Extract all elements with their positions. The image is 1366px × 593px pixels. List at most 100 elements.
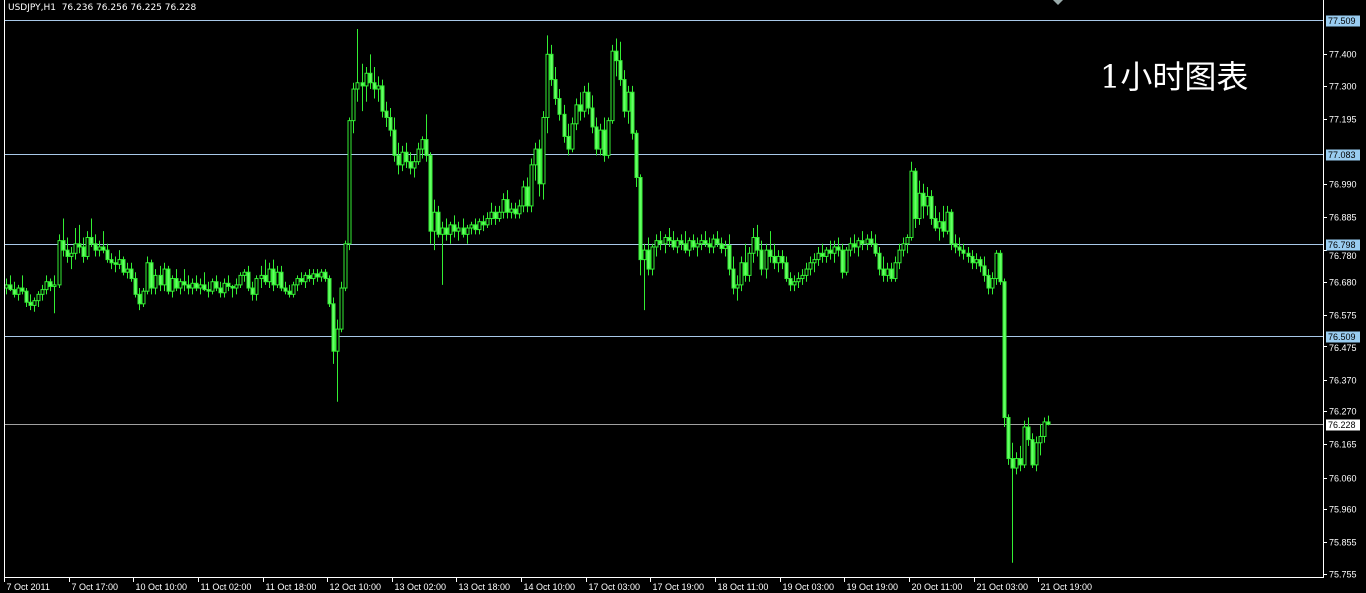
candle: [133, 272, 138, 298]
candle-body-bear: [970, 255, 975, 264]
candle: [473, 218, 478, 235]
candle-body-bear: [384, 110, 389, 118]
candle: [162, 262, 167, 292]
candle-body-bull: [32, 300, 37, 306]
candle-body-bear: [602, 129, 607, 156]
candle: [949, 209, 954, 251]
candle: [743, 243, 748, 282]
candle: [465, 224, 470, 244]
candle: [925, 186, 930, 216]
candle: [1046, 415, 1051, 426]
candle: [376, 76, 381, 102]
candle-body-bear: [182, 281, 187, 286]
candle-body-bear: [921, 192, 926, 207]
candle-body-bull: [162, 268, 167, 286]
candle: [828, 240, 833, 260]
candle: [101, 231, 106, 254]
candle: [1026, 417, 1031, 446]
candle-body-bear: [392, 129, 397, 156]
candle-body-bear: [28, 301, 33, 306]
candle-body-bull: [856, 240, 861, 248]
candle: [141, 288, 146, 307]
candle: [885, 262, 890, 282]
candle-body-bull: [376, 85, 381, 90]
time-tick-label: 14 Oct 10:00: [524, 582, 576, 592]
candle-body-bear: [372, 82, 377, 90]
candle-body-bear: [731, 268, 736, 289]
candle-body-bear: [961, 249, 966, 254]
candle: [364, 66, 369, 102]
candle-body-bull: [178, 281, 183, 289]
candle: [784, 256, 789, 282]
candle-body-bear: [481, 221, 486, 226]
candle: [800, 269, 805, 285]
candle: [824, 246, 829, 263]
candle-body-bear: [279, 271, 284, 289]
time-tick-label: 18 Oct 11:00: [718, 582, 769, 592]
candle: [311, 269, 316, 285]
candle: [307, 269, 312, 282]
candle-body-bear: [396, 154, 401, 166]
candle-body-bear: [218, 287, 223, 294]
candle: [739, 256, 744, 292]
candle: [153, 269, 158, 295]
candle-body-bull: [711, 238, 716, 248]
candle-body-bull: [541, 116, 546, 185]
candle: [873, 234, 878, 257]
candle-body-bull: [832, 246, 837, 254]
candle-body-bear: [166, 268, 171, 292]
candle: [727, 234, 732, 276]
candle: [400, 145, 405, 172]
candle: [1002, 278, 1007, 427]
candle-body-bear: [566, 135, 571, 150]
candle-body-bear: [12, 289, 17, 295]
candle: [121, 256, 126, 276]
candle: [497, 205, 502, 222]
candle-body-bull: [747, 252, 752, 276]
candle: [634, 130, 639, 187]
candle-body-bear: [226, 282, 231, 287]
candle: [974, 253, 979, 270]
candle: [747, 246, 752, 282]
candle-body-bear: [1046, 421, 1051, 425]
candle: [776, 250, 781, 273]
candle-body-bull: [844, 249, 849, 273]
candle-body-bear: [505, 199, 510, 213]
candle: [355, 29, 360, 102]
candle-body-bull: [533, 148, 538, 166]
candle-body-bear: [877, 252, 882, 270]
price-axis[interactable]: 77.400 77.300 77.195 76.990 76.885 76.780 76.6…: [1323, 15, 1360, 580]
time-tick-label: 13 Oct 02:00: [395, 582, 447, 592]
candle: [420, 136, 425, 159]
candle-body-bull: [97, 246, 102, 251]
candle-body-bull: [210, 281, 215, 292]
candle: [36, 291, 41, 307]
candle: [675, 237, 680, 254]
candle: [679, 234, 684, 251]
price-tick-label: 76.575: [1329, 311, 1357, 321]
chart-shift-marker-icon[interactable]: [1053, 0, 1063, 5]
candle-body-bear: [206, 289, 211, 292]
candle-body-bear: [683, 243, 688, 251]
candle: [275, 265, 280, 289]
candle-body-bull: [448, 224, 453, 235]
candle: [48, 278, 53, 292]
candle: [392, 117, 397, 162]
candle-body-bear: [525, 186, 530, 207]
candle: [1014, 452, 1019, 475]
time-tick-label: 19 Oct 19:00: [847, 582, 899, 592]
candle-body-bear: [667, 236, 672, 242]
candle: [869, 231, 874, 247]
candle-body-bull: [994, 252, 999, 280]
candle: [174, 269, 179, 292]
candle-body-bear: [828, 249, 833, 254]
candle: [889, 262, 894, 282]
time-tick-label: 19 Oct 03:00: [783, 582, 835, 592]
candle-body-bear: [149, 262, 154, 289]
candle-body-bear: [380, 85, 385, 112]
time-axis[interactable]: 7 Oct 2011 7 Oct 17:00 10 Oct 10:00 11 Oct …: [4, 577, 1093, 592]
candle: [990, 272, 995, 295]
candle: [691, 234, 696, 251]
candle: [194, 275, 199, 292]
